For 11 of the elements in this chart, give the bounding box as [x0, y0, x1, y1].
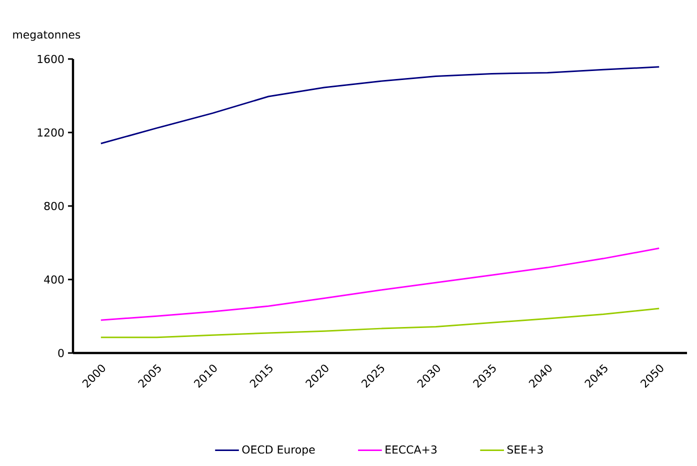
- legend-label: EECCA+3: [386, 445, 437, 454]
- y-tick-label: 800: [44, 202, 64, 210]
- line-series: [100, 248, 660, 321]
- legend-label: OECD Europe: [242, 445, 315, 456]
- line-series: [100, 66, 660, 144]
- y-tick-label: 400: [44, 275, 64, 284]
- legend-label: SEE+3: [507, 445, 543, 454]
- y-tick-label: 1200: [38, 128, 64, 137]
- y-tick-label: 1600: [38, 54, 64, 64]
- y-tick-label: 0: [58, 348, 64, 358]
- y-axis-title: megatonnes: [13, 30, 80, 41]
